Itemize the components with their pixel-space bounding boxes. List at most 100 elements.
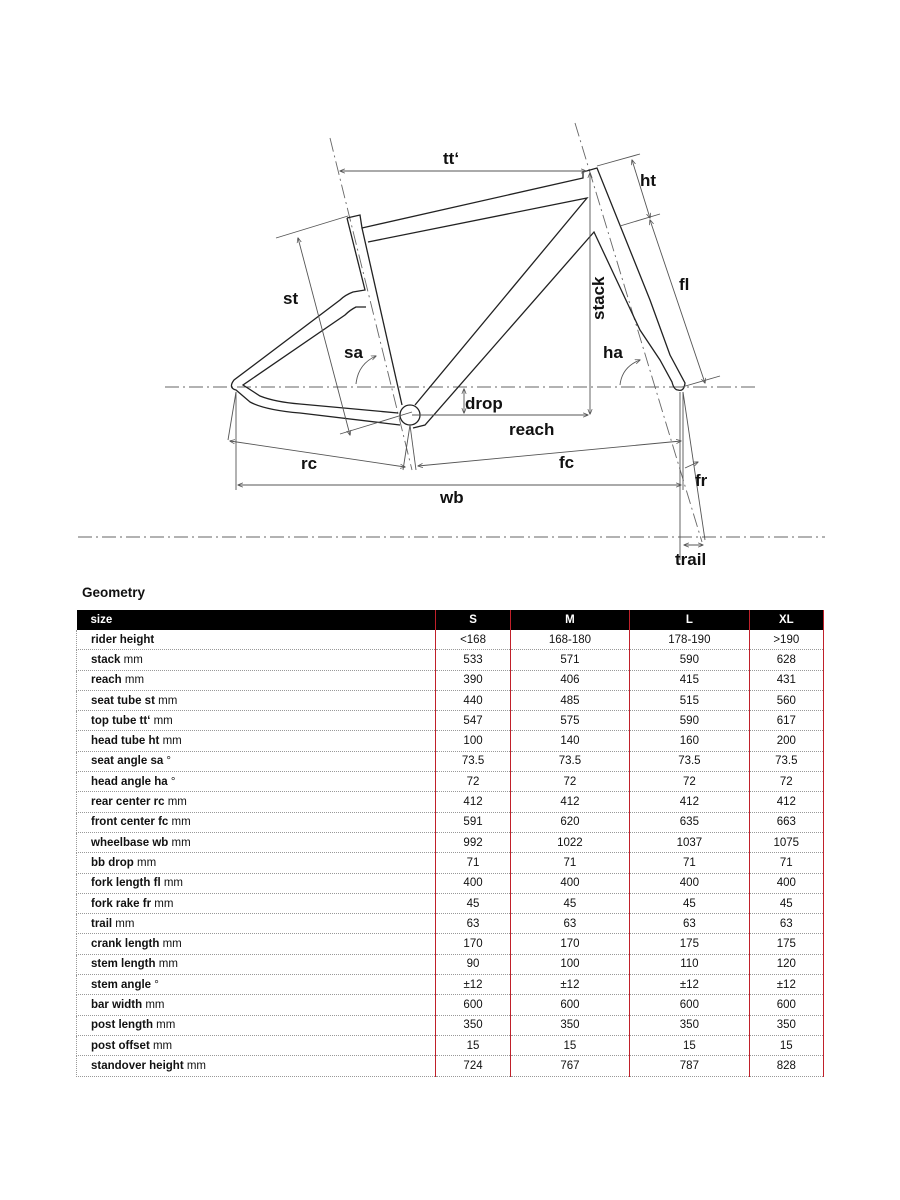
table-cell: 547 — [435, 710, 511, 732]
measure-name: seat angle sa — [91, 755, 164, 768]
table-cell: 71 — [629, 852, 750, 874]
table-cell: 1022 — [510, 832, 631, 854]
row-label: bb drop mm — [75, 852, 437, 874]
table-cell: 73.5 — [435, 751, 511, 773]
row-label: stem length mm — [75, 954, 437, 976]
table-cell: ±12 — [435, 974, 511, 996]
table-cell: 767 — [510, 1055, 631, 1077]
table-cell: 178-190 — [629, 630, 750, 651]
measure-unit: mm — [159, 938, 182, 951]
table-cell: 168-180 — [510, 630, 631, 651]
table-cell: 72 — [629, 771, 750, 793]
measure-unit: mm — [159, 735, 182, 748]
table-row: post length mm 350 350 350 350 — [75, 1015, 825, 1036]
table-row: standover height mm 724 767 787 828 — [75, 1055, 825, 1077]
table-cell: 787 — [629, 1055, 750, 1077]
measure-unit: mm — [133, 856, 157, 869]
row-label: top tube tt‘ mm — [75, 710, 437, 732]
table-cell: 412 — [510, 791, 631, 813]
table-cell: 1037 — [629, 832, 750, 854]
measure-name: post offset — [91, 1039, 150, 1052]
table-cell: 120 — [749, 954, 825, 976]
measure-unit: ° — [151, 978, 159, 991]
table-cell: ±12 — [629, 974, 750, 996]
measure-name: standover height — [91, 1059, 184, 1072]
measure-unit: mm — [142, 998, 165, 1011]
table-cell: 15 — [749, 1035, 825, 1057]
table-cell: 45 — [435, 893, 511, 915]
label-sa: sa — [344, 343, 363, 362]
measure-unit: mm — [154, 694, 178, 707]
table-cell: 90 — [435, 954, 511, 976]
row-label: head angle ha ° — [75, 771, 437, 793]
table-row: crank length mm 170 170 175 175 — [75, 933, 825, 955]
row-label: post length mm — [75, 1015, 437, 1036]
measure-name: fork rake fr — [91, 897, 152, 910]
measure-name: head tube ht — [91, 735, 160, 748]
table-cell: 72 — [435, 771, 511, 793]
table-cell: 72 — [510, 771, 631, 793]
table-cell: 412 — [629, 791, 750, 813]
table-cell: 600 — [629, 994, 750, 1016]
table-cell: 170 — [510, 933, 631, 955]
table-cell: 620 — [510, 812, 631, 833]
table-cell: 617 — [749, 710, 825, 732]
table-header: size S M L XL — [76, 610, 825, 630]
dimension-lines — [227, 153, 721, 560]
table-cell: 590 — [629, 710, 750, 732]
row-label: stem angle ° — [75, 974, 437, 996]
row-label: rear center rc mm — [75, 791, 437, 813]
table-row: fork length fl mm 400 400 400 400 — [75, 873, 825, 894]
table-cell: 600 — [510, 994, 631, 1016]
label-reach: reach — [509, 420, 554, 439]
row-label: reach mm — [75, 670, 437, 691]
measure-name: rider height — [91, 633, 155, 646]
row-label: head tube ht mm — [75, 730, 437, 752]
table-cell: 350 — [749, 1015, 825, 1036]
table-cell: 15 — [629, 1035, 750, 1057]
measure-name: stack — [91, 653, 121, 666]
table-cell: 406 — [510, 670, 631, 691]
label-fl: fl — [679, 275, 689, 294]
table-cell: 485 — [510, 690, 631, 712]
row-label: rider height — [75, 630, 437, 651]
row-label: trail mm — [75, 913, 437, 935]
label-fr: fr — [695, 471, 708, 490]
measure-name: stem length — [91, 958, 156, 971]
row-label: front center fc mm — [75, 812, 437, 833]
table-row: rear center rc mm 412 412 412 412 — [75, 791, 825, 813]
measure-name: head angle ha — [91, 775, 168, 788]
table-cell: 15 — [435, 1035, 511, 1057]
label-fc: fc — [559, 453, 574, 472]
table-row: stem angle ° ±12 ±12 ±12 ±12 — [75, 974, 825, 996]
label-tt: tt‘ — [443, 149, 459, 168]
table-cell: 71 — [510, 852, 631, 874]
table-cell: 110 — [629, 954, 750, 976]
table-cell: 73.5 — [749, 751, 825, 773]
column-header: L — [629, 610, 750, 630]
table-cell: ±12 — [749, 974, 825, 996]
table-cell: 15 — [510, 1035, 631, 1057]
table-cell: 571 — [510, 649, 631, 671]
table-cell: 71 — [749, 852, 825, 874]
table-cell: 431 — [749, 670, 825, 691]
table-row: wheelbase wb mm 992 1022 1037 1075 — [75, 832, 825, 854]
table-cell: 45 — [749, 893, 825, 915]
row-label: fork rake fr mm — [75, 893, 437, 915]
table-cell: 628 — [749, 649, 825, 671]
measure-unit: mm — [168, 836, 191, 849]
column-header: M — [510, 610, 631, 630]
measure-name: post length — [91, 1019, 153, 1032]
table-cell: 350 — [629, 1015, 750, 1036]
row-label: post offset mm — [75, 1035, 437, 1057]
row-label: stack mm — [75, 649, 437, 671]
table-row: seat tube st mm 440 485 515 560 — [75, 690, 825, 712]
measure-name: reach — [91, 674, 122, 687]
row-label: seat tube st mm — [75, 690, 437, 712]
measure-name: rear center rc — [91, 796, 165, 809]
measure-name: stem angle — [91, 978, 152, 991]
axis-lines — [78, 122, 825, 543]
table-row: rider height <168 168-180 178-190 >190 — [75, 630, 825, 651]
column-header: size — [76, 610, 437, 630]
measure-unit: mm — [151, 897, 174, 910]
